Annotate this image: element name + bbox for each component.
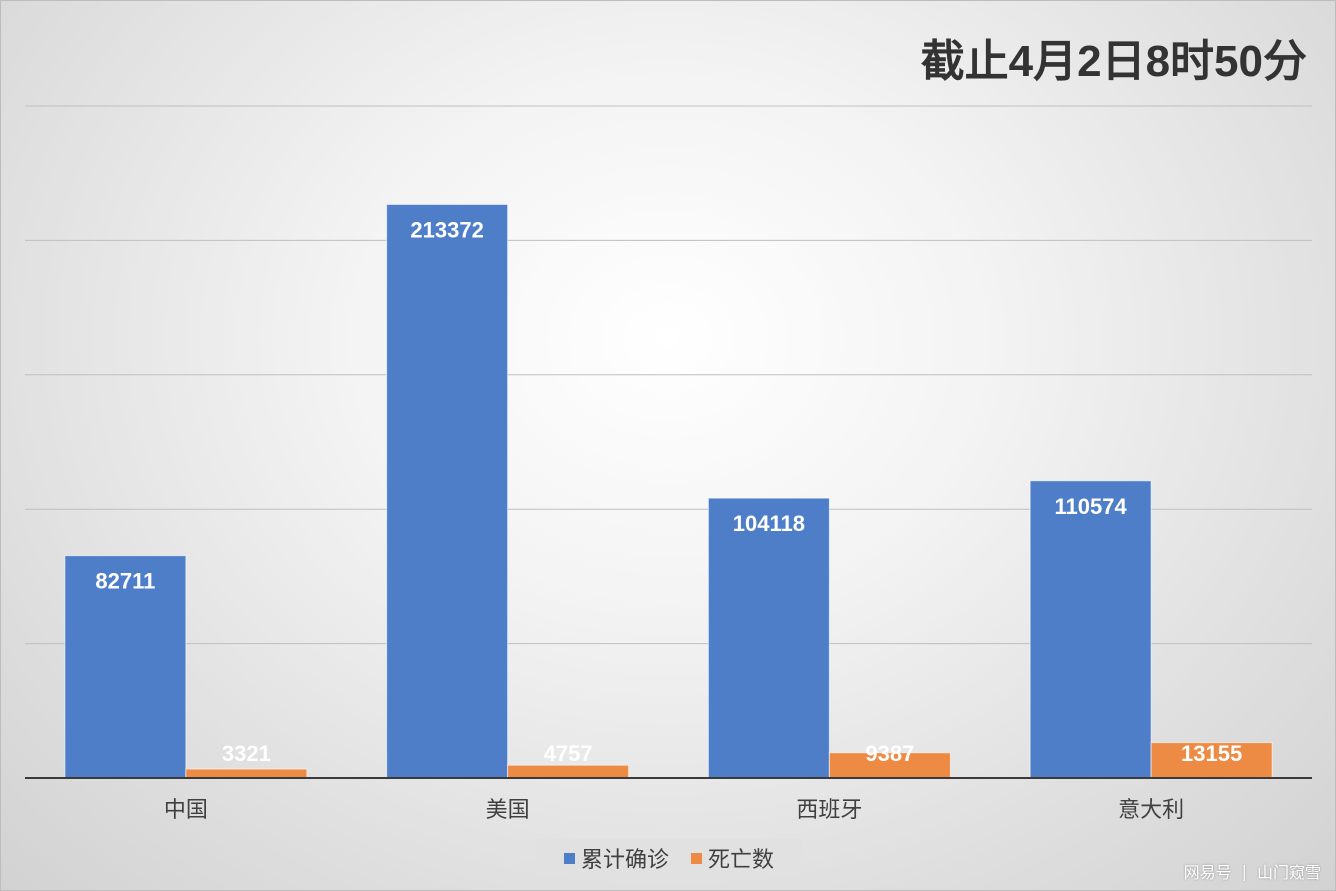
category-label-3: 意大利: [1118, 798, 1184, 823]
legend-swatch-confirmed: [563, 852, 575, 864]
legend: 累计确诊 死亡数: [536, 839, 802, 877]
bar-deaths-1: [507, 764, 630, 779]
legend-label-deaths: 死亡数: [708, 848, 775, 873]
bars: [64, 203, 1273, 779]
bar-deaths-0: [185, 768, 308, 779]
data-label-confirmed-2: 104118: [733, 511, 805, 536]
data-label-confirmed-1: 213372: [410, 217, 483, 242]
watermark-site: 网易号: [1183, 863, 1232, 882]
category-label-1: 美国: [486, 798, 530, 823]
watermark-separator: |: [1241, 861, 1247, 881]
category-label-2: 西班牙: [796, 798, 862, 823]
data-label-confirmed-0: 82711: [95, 569, 155, 594]
data-label-deaths-3: 13155: [1181, 741, 1242, 766]
bar-deaths-3: [1150, 742, 1273, 779]
bar-confirmed-2: [707, 497, 830, 779]
data-label-deaths-1: 4757: [544, 741, 593, 766]
data-label-deaths-2: 9387: [865, 741, 914, 766]
bar-confirmed-3: [1029, 480, 1152, 779]
legend-item-confirmed: 累计确诊: [563, 842, 669, 874]
bar-confirmed-1: [386, 203, 509, 779]
watermark: 网易号 | 山门窥雪: [1184, 859, 1321, 883]
watermark-author: 山门窥雪: [1256, 863, 1321, 882]
category-labels: 中国 美国 西班牙 意大利: [164, 798, 1184, 823]
chart-title: 截止4月2日8时50分: [920, 37, 1307, 86]
legend-label-confirmed: 累计确诊: [580, 848, 669, 873]
bar-confirmed-0: [64, 555, 187, 779]
category-label-0: 中国: [164, 798, 208, 823]
data-label-confirmed-3: 110574: [1055, 494, 1128, 519]
legend-swatch-deaths: [691, 852, 702, 864]
value-labels: 82711 3321 213372 4757 104118 9387 110574 13155: [95, 217, 1242, 766]
data-label-deaths-0: 3321: [222, 741, 271, 766]
legend-item-deaths: 死亡数: [691, 842, 774, 874]
